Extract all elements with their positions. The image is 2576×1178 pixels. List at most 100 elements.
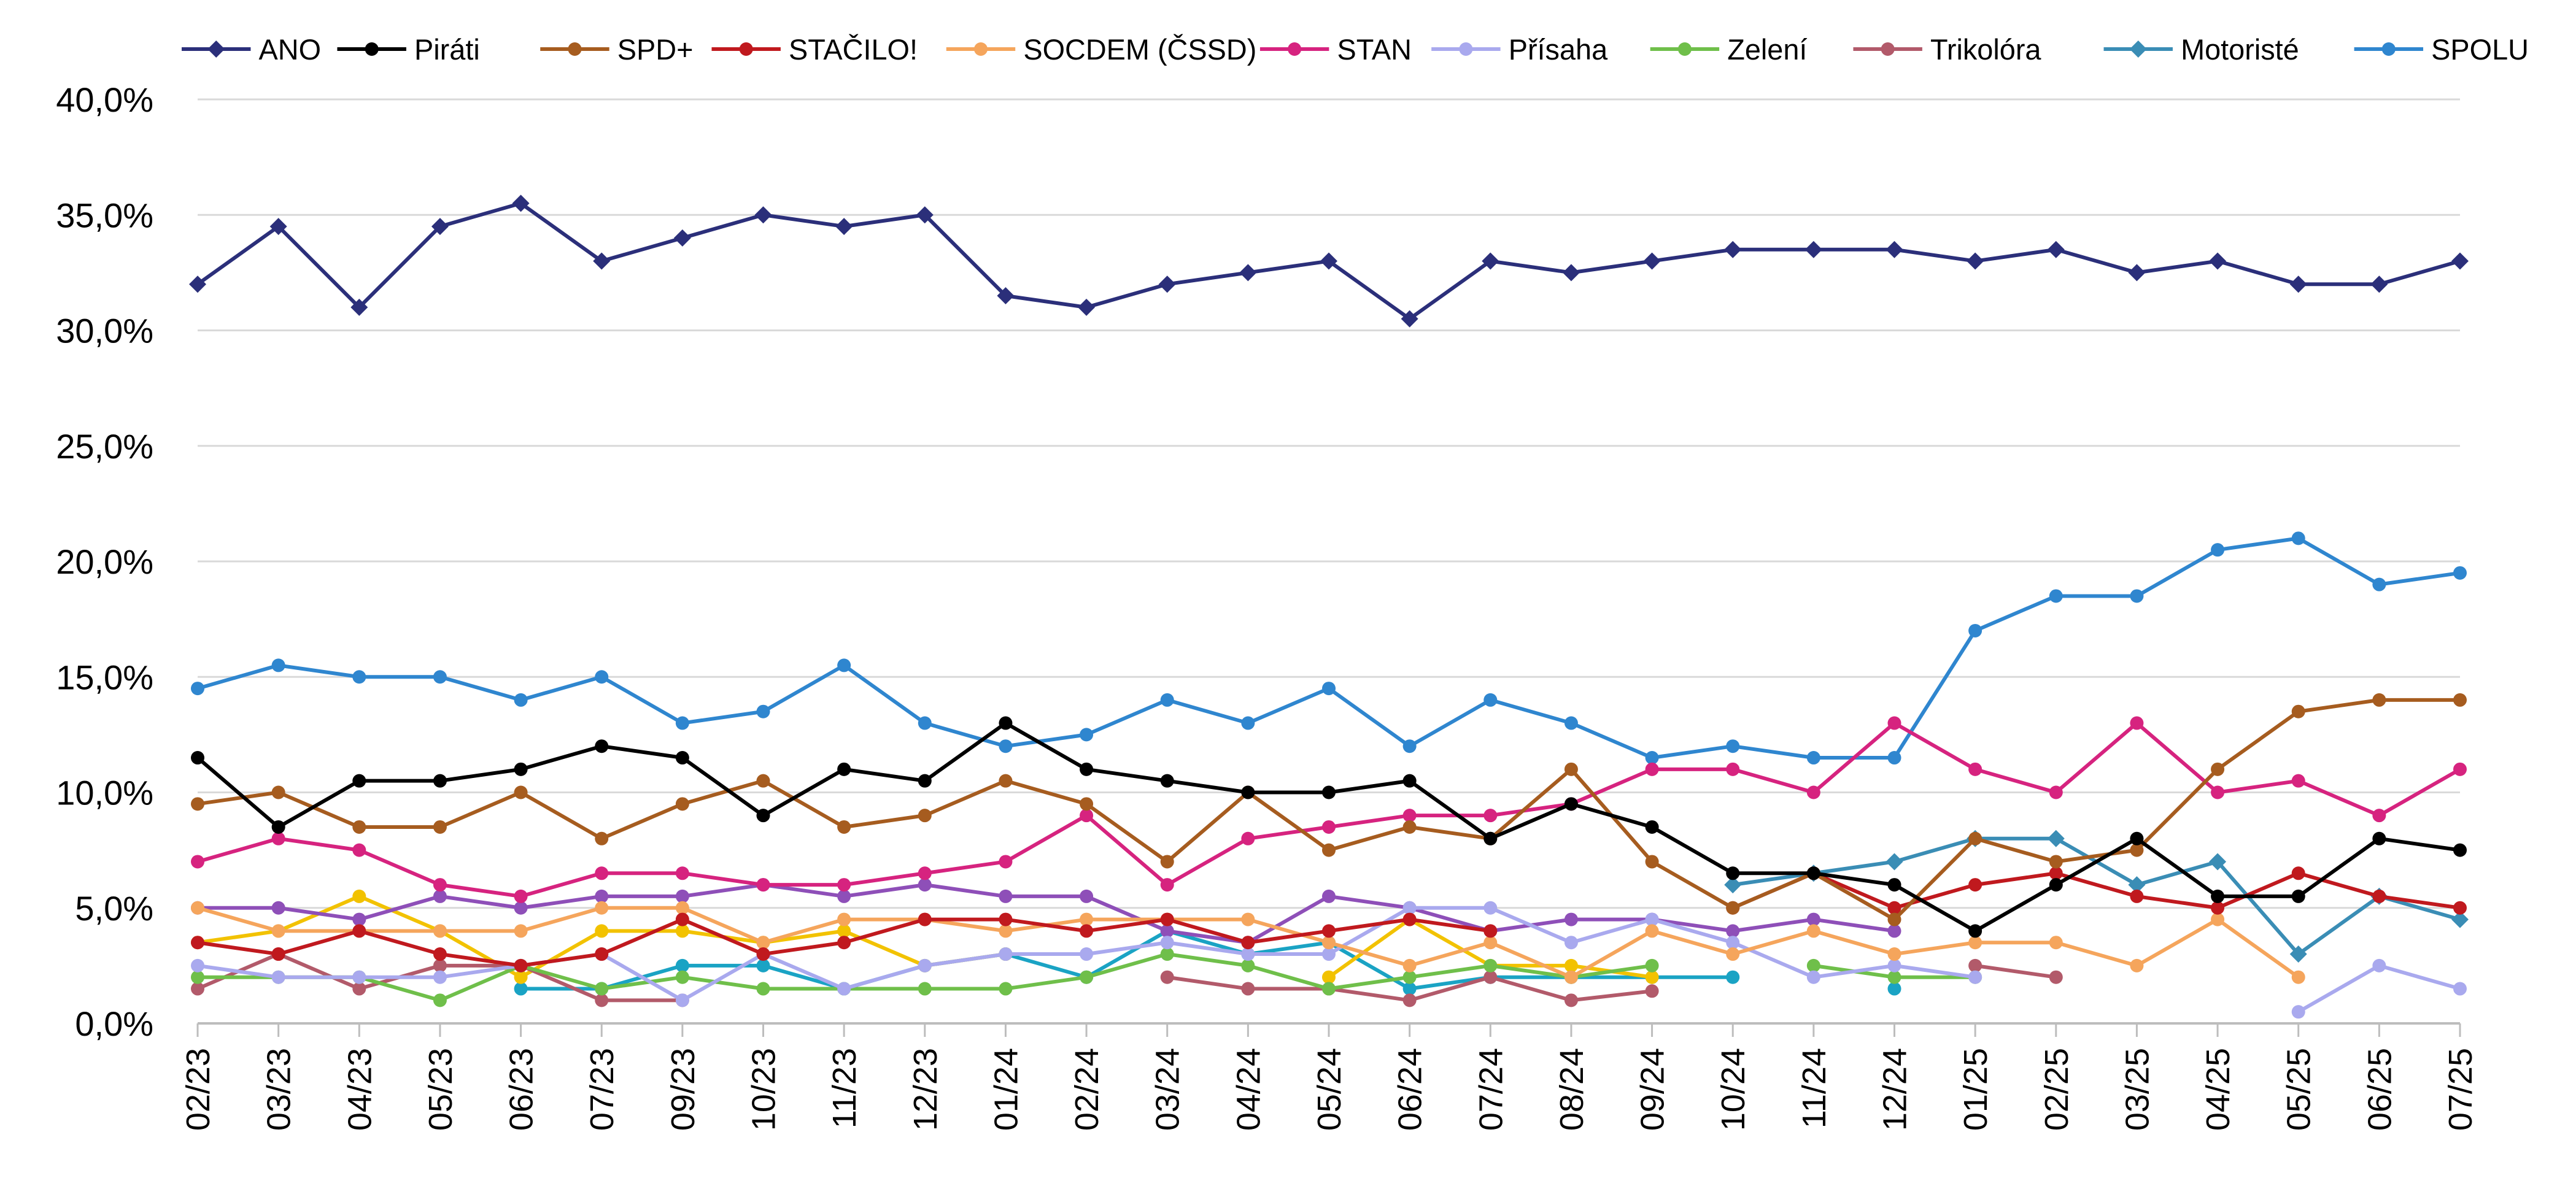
data-point-spd	[271, 785, 285, 799]
data-point-pirati	[675, 751, 689, 765]
data-point-pirati	[1726, 866, 1740, 880]
data-point-stan	[1968, 762, 1982, 776]
data-point-stan	[2291, 774, 2305, 788]
data-point-spolu	[595, 670, 609, 684]
data-point-socdem-cssd	[1402, 958, 1417, 972]
data-point-unlabeled-11	[595, 889, 609, 903]
data-point-stacilo	[918, 912, 932, 926]
data-point-socdem-cssd	[837, 912, 851, 926]
data-point-spolu	[514, 693, 528, 707]
y-axis: 0,0% 5,0% 10,0% 15,0% 20,0% 25,0% 30,0% 35,0% 40…	[56, 80, 153, 1043]
data-point-stacilo	[2211, 901, 2225, 915]
series-line-prisaha	[2297, 963, 2461, 1014]
data-point-motoriste	[2289, 945, 2307, 963]
data-point-unlabeled-11	[837, 889, 851, 903]
data-point-spd	[1402, 820, 1417, 834]
legend-label-socdem-cssd: SOCDEM (ČSSD)	[1023, 34, 1256, 66]
data-point-spd	[1564, 762, 1578, 776]
data-point-stan	[595, 866, 609, 880]
data-point-spd	[837, 820, 851, 834]
data-point-prisaha	[271, 970, 285, 984]
data-point-unlabeled-12	[514, 970, 528, 984]
legend-marker-stacilo	[739, 42, 753, 56]
series-pirati	[191, 716, 2467, 938]
data-point-ano	[2047, 241, 2065, 258]
data-point-zeleni	[675, 970, 689, 984]
series-line-stacilo	[1732, 871, 2461, 910]
legend-item-motoriste: Motoristé	[2103, 34, 2299, 66]
data-point-stan	[433, 878, 447, 892]
legend-label-pirati: Piráti	[414, 34, 480, 66]
data-point-unlabeled-12	[837, 924, 851, 938]
data-point-unlabeled-12	[595, 924, 609, 938]
data-point-pirati	[2130, 831, 2144, 845]
data-point-socdem-cssd	[2049, 936, 2063, 950]
data-point-ano	[431, 218, 449, 236]
data-point-stacilo	[1080, 924, 1094, 938]
legend-marker-spd	[568, 42, 582, 56]
x-tick-label: 05/25	[2281, 1048, 2318, 1131]
data-point-zeleni	[918, 982, 932, 996]
data-point-stan	[1241, 831, 1255, 845]
data-point-spd	[2453, 693, 2467, 707]
x-tick-label: 01/25	[1957, 1048, 1994, 1131]
data-point-socdem-cssd	[999, 924, 1013, 938]
data-point-socdem-cssd	[756, 936, 770, 950]
legend-item-zeleni: Zelení	[1650, 34, 1807, 66]
data-point-spd	[2291, 704, 2305, 718]
data-point-stan	[1402, 809, 1417, 823]
data-point-unlabeled-11	[1887, 924, 1901, 938]
data-point-ano	[2209, 252, 2227, 270]
data-point-socdem-cssd	[1564, 970, 1578, 984]
data-point-pirati	[271, 820, 285, 834]
y-tick-label: 25,0%	[56, 427, 153, 466]
data-point-pirati	[1483, 831, 1498, 845]
legend-marker-trikolora	[1881, 42, 1895, 56]
data-point-zeleni	[191, 970, 204, 984]
data-point-ano	[916, 206, 934, 224]
data-point-motoriste	[1886, 853, 1903, 871]
data-point-prisaha	[918, 958, 932, 972]
data-point-unlabeled-12	[1645, 970, 1659, 984]
data-point-trikolora	[2049, 970, 2063, 984]
x-tick-label: 02/23	[180, 1048, 217, 1131]
data-point-spd	[514, 785, 528, 799]
data-point-ano	[350, 298, 368, 316]
legend-item-stan: STAN	[1259, 34, 1412, 66]
x-tick-label: 03/23	[261, 1048, 298, 1131]
data-point-stacilo	[595, 947, 609, 961]
legend-label-zeleni: Zelení	[1727, 34, 1807, 66]
x-tick-label: 06/23	[503, 1048, 540, 1131]
data-point-ano	[2128, 264, 2146, 282]
data-point-stan	[1080, 809, 1094, 823]
x-tick-label: 12/24	[1877, 1048, 1914, 1131]
data-point-unlabeled-11	[675, 889, 689, 903]
data-point-unlabeled-13	[756, 958, 770, 972]
data-point-pirati	[191, 751, 204, 765]
data-point-spolu	[352, 670, 366, 684]
x-tick-label: 06/24	[1392, 1048, 1429, 1131]
data-point-stan	[1645, 762, 1659, 776]
data-point-spd	[756, 774, 770, 788]
data-point-spd	[1968, 831, 1982, 845]
data-point-prisaha	[837, 982, 851, 996]
data-point-ano	[512, 194, 530, 212]
x-tick-label: 02/25	[2038, 1048, 2075, 1131]
data-point-motoriste	[2209, 853, 2227, 871]
data-point-pirati	[1402, 774, 1417, 788]
data-point-stacilo	[1887, 901, 1901, 915]
data-point-prisaha	[1160, 936, 1174, 950]
legend-marker-zeleni	[1677, 42, 1692, 56]
y-tick-label: 5,0%	[75, 889, 153, 928]
data-point-stacilo	[2291, 866, 2305, 880]
data-point-ano	[1804, 241, 1822, 258]
grid	[198, 98, 2460, 1025]
data-point-socdem-cssd	[2291, 970, 2305, 984]
y-tick-label: 0,0%	[75, 1004, 153, 1043]
x-tick-label: 07/24	[1472, 1048, 1509, 1131]
data-point-trikolora	[433, 958, 447, 972]
data-point-pirati	[2453, 843, 2467, 857]
data-point-spolu	[1887, 751, 1901, 765]
data-point-stan	[191, 855, 204, 869]
